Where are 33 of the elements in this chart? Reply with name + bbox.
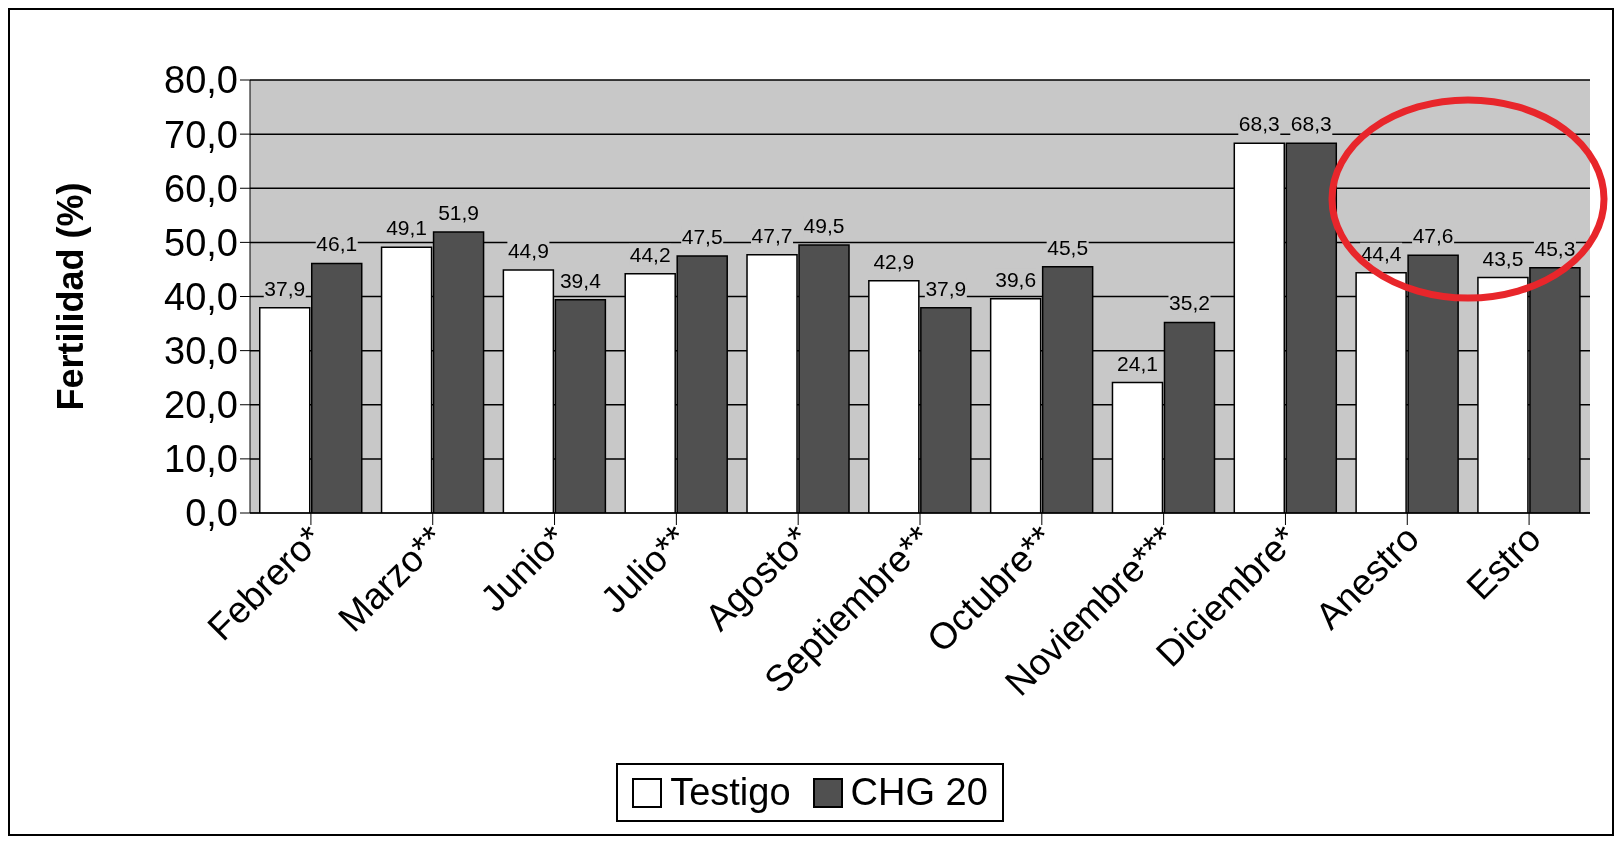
data-label: 45,5 (1047, 235, 1089, 259)
data-label: 37,9 (264, 276, 306, 300)
data-label: 68,3 (1290, 112, 1332, 136)
data-label: 47,6 (1412, 224, 1454, 248)
data-label: 35,2 (1169, 291, 1210, 315)
data-label: 45,3 (1534, 236, 1576, 260)
data-label: 43,5 (1482, 246, 1524, 270)
data-label: 42,9 (873, 249, 915, 273)
y-tick-label: 20,0 (164, 384, 238, 427)
y-tick-label: 30,0 (164, 330, 238, 373)
y-axis-title: Fertilidad (%) (49, 182, 91, 411)
data-label: 24,1 (1117, 351, 1158, 375)
y-tick-label: 40,0 (164, 275, 238, 318)
data-label: 49,1 (386, 216, 427, 240)
legend-label: Testigo (669, 771, 791, 814)
data-label: 44,9 (507, 238, 549, 262)
data-label: 49,5 (803, 214, 845, 238)
y-tick-label: 10,0 (164, 438, 238, 481)
data-label: 39,6 (995, 267, 1037, 291)
data-label: 51,9 (438, 201, 479, 225)
data-label: 47,7 (751, 223, 793, 247)
y-tick-label: 70,0 (164, 113, 238, 156)
data-label: 44,2 (629, 242, 671, 266)
data-label: 44,4 (1360, 241, 1402, 265)
y-tick-label: 60,0 (164, 167, 238, 210)
legend-label: CHG 20 (849, 771, 988, 814)
data-label: 68,3 (1238, 112, 1280, 136)
data-label: 47,5 (681, 224, 723, 248)
y-tick-label: 50,0 (164, 221, 238, 264)
y-tick-label: 80,0 (164, 59, 238, 102)
data-label: 37,9 (925, 276, 967, 300)
data-label: 46,1 (316, 232, 358, 256)
data-label: 39,4 (559, 268, 602, 292)
